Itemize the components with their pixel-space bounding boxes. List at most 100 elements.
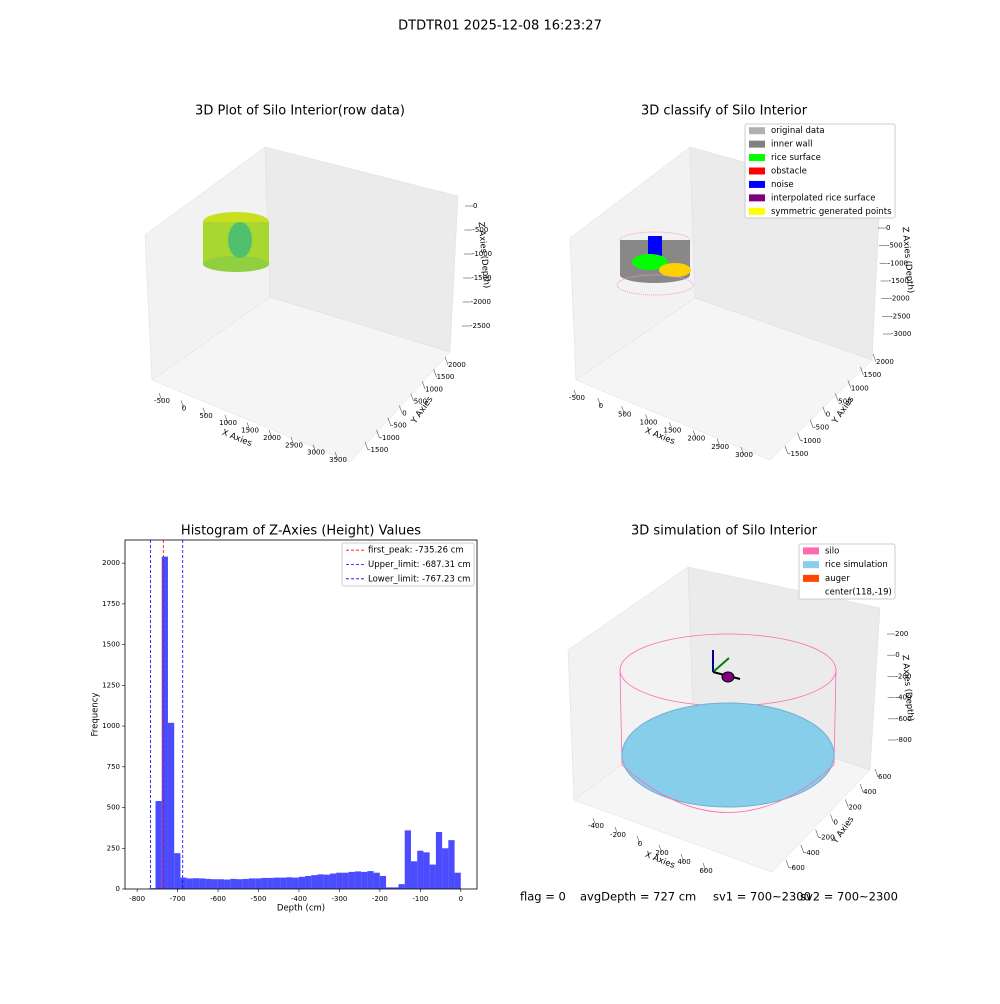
tick-mark [421, 381, 426, 390]
legend-swatch [803, 547, 819, 555]
hist-bar [448, 840, 455, 889]
y-tick-label: 1500 [437, 373, 455, 381]
x-tick-label: 1000 [219, 419, 237, 427]
z-tick-label: -500 [472, 226, 488, 234]
y-tick-label: 2000 [876, 358, 894, 366]
x-tick-label: 600 [699, 867, 712, 875]
y-tick-label: 1000 [851, 384, 869, 392]
tick-mark [872, 353, 877, 363]
z-tick-label: -1500 [471, 274, 491, 282]
legend-label: auger [825, 574, 850, 584]
tick-mark [202, 407, 207, 416]
x-tick-label: -700 [170, 895, 186, 903]
silo-model [619, 633, 837, 813]
hist-bar [211, 879, 218, 889]
hist-bar [230, 878, 237, 889]
x-tick-label: 0 [182, 404, 186, 412]
hist-bar [454, 872, 461, 889]
rice-surface [632, 254, 668, 270]
hist-bar [205, 878, 212, 889]
x-tick-label: 200 [655, 849, 668, 857]
tick-mark [800, 844, 805, 853]
axes-3d [144, 146, 473, 463]
tick-mark [815, 829, 819, 838]
axis-arrow [712, 657, 730, 673]
hist-bar [292, 877, 299, 889]
y-tick-label: -600 [789, 864, 805, 872]
symmetric-points [659, 263, 691, 277]
x-tick-label: 1000 [640, 418, 658, 426]
tick-mark [845, 799, 849, 808]
tick-mark [444, 356, 449, 366]
hist-bar [342, 872, 349, 889]
footer-text: avgDepth = 727 cm [580, 890, 696, 904]
x-tick-label: 3000 [735, 451, 753, 459]
x-tick-label: 500 [199, 412, 212, 420]
x-tick-label: -400 [291, 895, 307, 903]
y-tick-label: 500 [107, 804, 120, 812]
tick-mark [797, 432, 801, 441]
pane [151, 296, 451, 463]
tick-mark [636, 835, 641, 845]
hist-bar [305, 875, 312, 889]
tick-mark [597, 398, 602, 407]
tick-mark [290, 437, 295, 446]
x-tick-label: 2500 [711, 443, 729, 451]
tick-mark [645, 414, 649, 423]
legend-swatch [749, 167, 765, 175]
auger [721, 671, 735, 683]
x-tick-label: 1500 [664, 427, 682, 435]
hist-bar [186, 878, 193, 889]
tick-mark [658, 844, 663, 854]
y-tick-label: 1500 [863, 371, 881, 379]
legend-label: Lower_limit: -767.23 cm [368, 574, 470, 584]
y-tick-label: 250 [107, 844, 120, 852]
silo-edge [833, 669, 837, 766]
hist-bar [273, 877, 281, 889]
hist-bar [261, 877, 268, 889]
legend-swatch [749, 180, 765, 188]
hist-bar [442, 848, 449, 889]
z-tick-label: -500 [887, 242, 903, 250]
subplot-title: 3D simulation of Silo Interior [631, 524, 818, 539]
legend-label: original data [771, 126, 825, 136]
x-tick-label: -600 [210, 895, 226, 903]
z-tick-label: -3000 [891, 330, 911, 338]
hist-bar [298, 876, 306, 889]
tick-mark [614, 826, 619, 836]
z-tick-label: -2500 [890, 312, 910, 320]
cloud-bottom [203, 256, 269, 272]
x-tick-label: 1500 [241, 427, 259, 435]
z-tick-label: 200 [895, 630, 908, 638]
tick-mark [859, 784, 864, 793]
hist-bar [386, 887, 393, 889]
footer-text: sv2 = 700~2300 [800, 890, 898, 904]
x-tick-label: -800 [129, 895, 145, 903]
y-tick-label: 0 [402, 410, 406, 418]
tick-mark [158, 392, 163, 402]
z-tick-label: -1000 [472, 250, 492, 258]
tick-mark [334, 451, 339, 461]
hist-bar [155, 801, 162, 889]
cloud-inner [228, 222, 252, 258]
tick-mark [410, 393, 414, 402]
tick-mark [224, 415, 229, 424]
y-tick-label: 1000 [102, 722, 120, 730]
legend-label: inner wall [771, 140, 812, 150]
tick-mark [822, 406, 826, 415]
axis-label: Z Axies (Depth) [900, 654, 916, 721]
hist-bar [161, 556, 168, 889]
y-tick-label: 200 [848, 803, 861, 811]
z-tick-label: -800 [896, 736, 912, 744]
hist-bar [348, 871, 355, 889]
footer-text: sv1 = 700~2300 [713, 890, 811, 904]
hist-bar [435, 831, 443, 889]
noise-cluster [648, 236, 662, 256]
y-tick-label: -1500 [368, 446, 388, 454]
tick-mark [246, 422, 251, 431]
tick-mark [847, 380, 852, 389]
tick-mark [592, 817, 597, 827]
tick-mark [874, 768, 879, 778]
y-tick-label: 1250 [102, 681, 120, 689]
legend-label: rice simulation [825, 560, 888, 570]
